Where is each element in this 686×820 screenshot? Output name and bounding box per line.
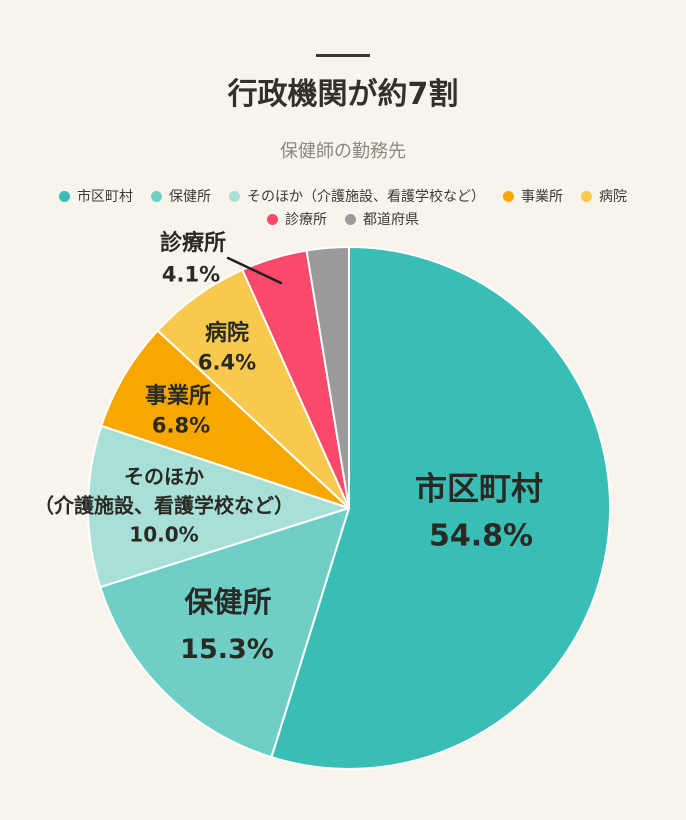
legend-row-0: 市区町村 保健所 そのほか（介護施設、看護学校など） 事業所 病院 [59,185,627,207]
legend-row-1: 診療所 都道府県 [267,208,419,230]
legend-item-label: 保健所 [169,189,211,205]
slice-label-jigyosho: 事業所 [144,383,212,409]
legend-item: 保健所 [151,186,211,206]
pie-slice-3 [100,329,350,509]
legend-item: 事業所 [503,186,563,206]
legend-swatch-icon [581,190,592,202]
slice-label-hokenjo: 保健所 [184,585,272,620]
slice-label-sonohoka: そのほか （介護施設、看護学校など） 10.0% [34,463,294,550]
legend-item: そのほか（介護施設、看護学校など） [229,186,485,206]
legend-swatch-icon [151,190,162,202]
slice-pct-shinryojo: 4.1% [161,262,221,287]
legend-item-label: 事業所 [521,189,563,205]
chart-subtitle: 保健師の勤務先 [280,141,406,162]
legend-swatch-icon [229,190,240,202]
legend: 市区町村 保健所 そのほか（介護施設、看護学校など） 事業所 病院診療所 都道府県 [0,185,686,230]
slice-label-shikuchoson: 市区町村 [414,469,544,508]
legend-swatch-icon [267,213,278,225]
legend-item-label: 診療所 [285,212,327,228]
legend-item-label: 都道府県 [363,212,419,228]
legend-item: 病院 [581,186,627,206]
slice-label-shinryojo: 診療所 [159,230,227,256]
slice-pct-byoin: 6.4% [197,350,257,375]
legend-item-label: そのほか（介護施設、看護学校など） [247,189,485,205]
legend-item: 市区町村 [59,186,133,206]
pie-slice-2 [87,424,350,589]
legend-item-label: 病院 [599,189,627,205]
slice-pct-hokenjo: 15.3% [180,634,274,666]
slice-label-sonohoka-line1: そのほか [124,464,204,489]
legend-item: 都道府県 [345,209,419,229]
title-divider [316,54,370,57]
slice-label-byoin: 病院 [204,320,250,346]
slice-pct-jigyosho: 6.8% [151,413,211,438]
leader-line-shinryojo [226,256,283,285]
pie-slice-6 [305,245,350,509]
legend-swatch-icon [345,213,356,225]
pie-slice-1 [99,507,350,759]
legend-swatch-icon [503,190,514,202]
legend-item: 診療所 [267,209,327,229]
slice-label-sonohoka-line2: （介護施設、看護学校など） [34,493,294,518]
slice-pct-shikuchoson: 54.8% [428,518,534,554]
slice-pct-sonohoka: 10.0% [129,522,199,547]
legend-swatch-icon [59,190,70,202]
page-title: 行政機関が約7割 [227,77,459,112]
pie-slice-0 [270,246,611,770]
legend-item-label: 市区町村 [77,189,133,205]
